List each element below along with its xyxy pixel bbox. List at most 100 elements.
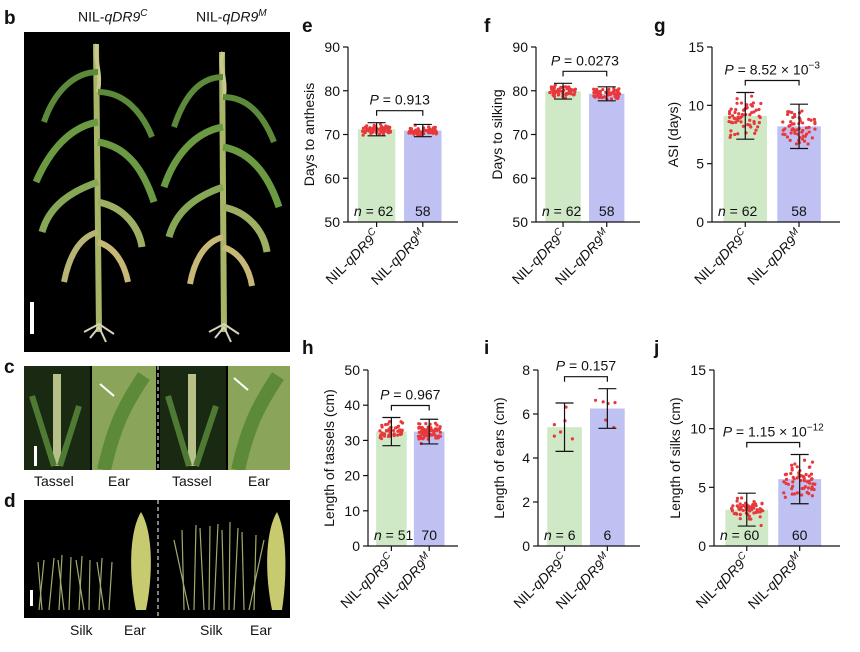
data-point: [802, 476, 806, 480]
data-point: [735, 101, 739, 105]
data-point: [612, 86, 616, 91]
y-tick-label-j: 10: [690, 421, 706, 437]
data-point: [613, 400, 617, 405]
tassel-ear-drawing: [24, 366, 290, 470]
data-point: [601, 400, 605, 404]
data-point: [438, 430, 442, 434]
y-axis-label-g: ASI (days): [665, 102, 681, 167]
data-point: [756, 125, 760, 129]
y-tick-label-i: 6: [522, 406, 530, 422]
data-point: [733, 117, 737, 121]
data-point: [386, 129, 390, 133]
y-tick-label-f: 80: [512, 83, 528, 99]
data-point: [607, 87, 611, 91]
data-point: [606, 90, 610, 94]
data-point: [426, 129, 430, 134]
header-right-gene: qDR9: [222, 8, 259, 25]
data-point: [617, 87, 621, 91]
x-tick-label-j-0: NIL-qDR9C: [692, 550, 754, 612]
data-point: [781, 120, 785, 124]
data-point: [813, 120, 817, 124]
caption-ear-right: Ear: [248, 473, 270, 489]
data-point: [372, 123, 376, 127]
data-point: [741, 124, 745, 128]
data-point: [597, 95, 601, 100]
data-point: [813, 127, 817, 131]
data-point: [414, 128, 418, 132]
data-point: [558, 430, 563, 434]
n-label-g-1: 58: [791, 203, 807, 219]
y-tick-label-j: 5: [698, 479, 706, 495]
p-value-label-h: P = 0.967: [380, 387, 441, 403]
data-point: [802, 139, 807, 143]
points-g: [727, 94, 817, 146]
data-point: [368, 126, 372, 130]
data-point: [735, 512, 739, 516]
panel-label-e: e: [302, 16, 313, 37]
data-point: [759, 101, 763, 106]
data-point: [383, 422, 388, 427]
panel-label-j: j: [653, 338, 659, 359]
data-point: [372, 128, 376, 132]
data-point: [757, 121, 761, 125]
data-point: [804, 472, 808, 477]
plant-right: [160, 51, 283, 343]
data-point: [612, 89, 616, 93]
data-point: [737, 112, 741, 116]
data-point: [790, 487, 794, 491]
data-point: [738, 512, 742, 517]
x-tick-label-g-0: NIL-qDR9C: [690, 226, 752, 288]
data-point: [423, 128, 427, 132]
data-point: [794, 142, 799, 146]
y-tick-label-e: 90: [324, 39, 340, 55]
data-point: [381, 129, 385, 133]
data-point: [735, 97, 739, 101]
data-point: [807, 130, 811, 134]
data-point: [809, 472, 814, 476]
data-point: [786, 482, 790, 486]
data-point: [793, 129, 797, 133]
data-point: [425, 431, 430, 435]
significance-bracket-h: [390, 404, 430, 411]
data-point: [745, 103, 749, 107]
panel-label-g: g: [654, 16, 666, 37]
data-point: [431, 131, 435, 135]
data-point: [424, 422, 428, 426]
data-point: [396, 424, 401, 428]
data-point: [787, 124, 791, 128]
data-point: [437, 434, 441, 438]
significance-bracket-i: [563, 376, 608, 382]
data-point: [740, 496, 744, 500]
data-point: [735, 496, 740, 500]
n-label-j-1: 60: [792, 527, 808, 543]
data-point: [417, 430, 421, 434]
data-point: [573, 90, 577, 94]
data-point: [751, 101, 755, 105]
points-j: [729, 458, 817, 528]
data-point: [795, 465, 799, 469]
data-point: [753, 131, 757, 135]
data-point: [552, 95, 557, 99]
y-tick-label-h: 40: [344, 397, 360, 413]
data-point: [739, 120, 743, 124]
data-point: [417, 425, 421, 430]
significance-bracket-f: [562, 70, 608, 77]
caption-ear-d-left: Ear: [124, 622, 146, 638]
data-point: [382, 433, 386, 437]
data-point: [807, 125, 811, 130]
data-point: [729, 129, 733, 133]
p-value-label-f: P = 0.0273: [551, 52, 619, 68]
n-label-f-1: 58: [599, 203, 615, 219]
data-point: [433, 433, 437, 437]
chart-panel-j: j Length of silks (cm) 0 5 10 15 NIL-qDR9CNIL-…: [653, 338, 840, 612]
y-tick-label-h: 10: [344, 503, 360, 519]
data-point: [361, 133, 365, 137]
panel-label-i: i: [484, 338, 489, 359]
points-e: [361, 122, 439, 138]
bar-e-1: [404, 130, 442, 222]
data-point: [398, 432, 403, 437]
y-tick-label-h: 0: [352, 538, 360, 554]
n-label-e-0: n = 62: [354, 203, 394, 219]
data-point: [613, 93, 618, 97]
